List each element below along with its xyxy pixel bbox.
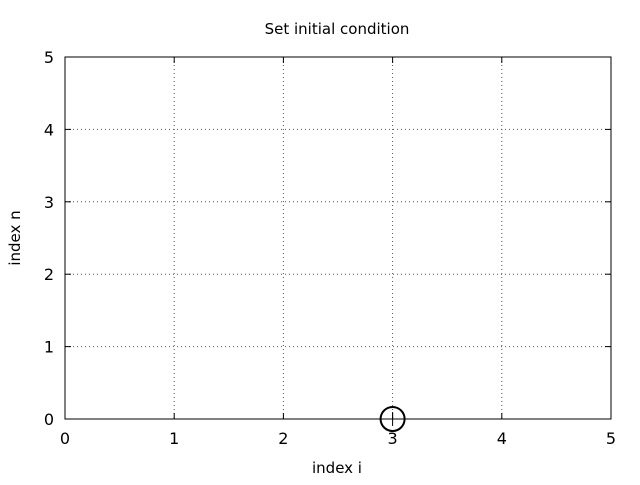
y-tick-labels: 0 1 2 3 4 5 [44,48,54,429]
x-tick-label: 5 [606,429,616,448]
y-tick-label: 3 [44,193,54,212]
plot-area-frame [64,56,612,420]
chart-title: Set initial condition [265,20,410,38]
y-tick-label: 0 [44,410,54,429]
y-tick-label: 2 [44,265,54,284]
y-axis-label: index n [6,210,24,265]
x-tick-label: 1 [169,429,179,448]
y-tick-label: 1 [44,338,54,357]
y-tick-label: 4 [44,120,54,139]
grid-lines [65,57,611,419]
x-tick-labels: 0 1 2 3 4 5 [60,429,616,448]
x-tick-label: 4 [497,429,507,448]
x-tick-label: 3 [388,429,398,448]
data-points [379,406,406,432]
x-tick-label: 0 [60,429,70,448]
data-point-marker [379,406,406,432]
data-point-circle [379,406,406,432]
tick-marks [64,56,612,420]
y-tick-label: 5 [44,48,54,67]
x-axis-label: index i [312,459,362,477]
x-tick-label: 2 [278,429,288,448]
